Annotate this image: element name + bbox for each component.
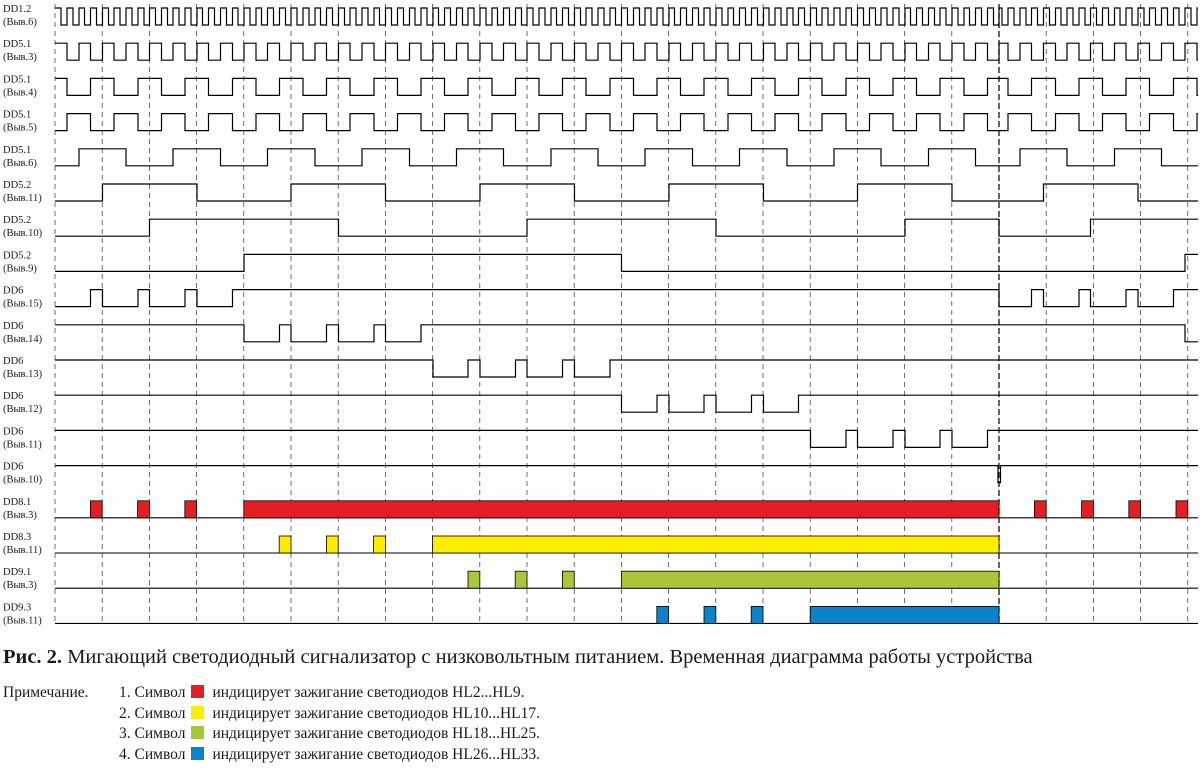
waveform-3 bbox=[55, 113, 1198, 132]
waveform-4 bbox=[55, 148, 1198, 167]
waveform-8 bbox=[55, 289, 1198, 308]
note-text: индицирует зажигание светодиодов HL26...… bbox=[212, 745, 541, 763]
note-symbol-word: Символ bbox=[134, 684, 186, 701]
note-symbol-word: Символ bbox=[134, 704, 186, 722]
signal-label-10-name: DD6 bbox=[3, 356, 23, 367]
led-pulse-14-1 bbox=[137, 500, 150, 519]
signal-label-13-name: DD6 bbox=[3, 462, 23, 473]
led-bar-16 bbox=[621, 570, 1000, 589]
signal-label-12-name: DD6 bbox=[3, 426, 23, 437]
waveform-7 bbox=[55, 253, 1198, 272]
waveform-9 bbox=[55, 324, 1198, 343]
signal-label-17-name: DD9.3 bbox=[3, 602, 31, 613]
signal-label-8-pin: (Выв.15) bbox=[3, 299, 43, 310]
signal-label-5-pin: (Выв.11) bbox=[3, 193, 42, 204]
waveform-0 bbox=[55, 7, 1198, 26]
signal-label-2-pin: (Выв.4) bbox=[3, 87, 37, 98]
led-pulse-16-1 bbox=[514, 570, 528, 589]
signal-label-7-pin: (Выв.9) bbox=[3, 263, 37, 274]
timing-diagram: DD1.2 (Выв.6) DD5.1 (Выв.3) DD5.1 (Выв.4) DD5.… bbox=[3, 4, 1198, 626]
waveform-13 bbox=[55, 465, 1198, 484]
signal-labels: DD1.2 (Выв.6) DD5.1 (Выв.3) DD5.1 (Выв.4) DD5.… bbox=[3, 4, 43, 626]
signal-label-4-name: DD5.1 bbox=[3, 145, 31, 156]
led-pulse-14-0 bbox=[90, 500, 103, 519]
led-pulse-after-2 bbox=[1128, 500, 1142, 519]
signal-label-15-pin: (Выв.11) bbox=[3, 545, 42, 556]
signal-label-12-pin: (Выв.11) bbox=[3, 439, 42, 450]
signal-label-15-name: DD8.3 bbox=[3, 532, 31, 543]
blue-swatch-icon bbox=[191, 746, 205, 760]
led-pulse-14-2 bbox=[184, 500, 198, 519]
signal-label-16-name: DD9.1 bbox=[3, 567, 31, 578]
led-bar-14 bbox=[243, 500, 1000, 519]
signal-label-10-pin: (Выв.13) bbox=[3, 369, 43, 380]
note-item-2: 2. Символ индицирует зажигание светодиодо… bbox=[119, 704, 540, 725]
note-number: 4. bbox=[119, 745, 131, 763]
signal-label-0-pin: (Выв.6) bbox=[3, 17, 37, 28]
note-item-3: 3. Символ индицирует зажигание светодиодо… bbox=[119, 724, 540, 745]
signal-label-11-name: DD6 bbox=[3, 391, 23, 402]
note-symbol-word: Символ bbox=[134, 745, 186, 763]
note-item-4: 4. Символ индицирует зажигание светодиодо… bbox=[119, 745, 540, 766]
figure-caption: Рис. 2. Мигающий светодиодный сигнализат… bbox=[3, 645, 1198, 669]
led-pulse-17-1 bbox=[703, 606, 717, 624]
signal-label-3-pin: (Выв.5) bbox=[3, 123, 37, 134]
signal-label-6-pin: (Выв.10) bbox=[3, 228, 43, 239]
waveform-10 bbox=[55, 359, 1198, 378]
waveform-2 bbox=[55, 77, 1198, 96]
signal-label-16-pin: (Выв.3) bbox=[3, 580, 37, 591]
signal-label-0-name: DD1.2 bbox=[3, 4, 31, 15]
led-pulse-after-0 bbox=[1034, 500, 1047, 519]
caption-prefix: Рис. 2. bbox=[3, 646, 63, 668]
signal-label-11-pin: (Выв.12) bbox=[3, 404, 43, 415]
led-pulse-16-2 bbox=[562, 570, 575, 589]
led-pulse-15-0 bbox=[278, 535, 292, 554]
led-pulse-15-2 bbox=[373, 535, 386, 554]
led-pulse-15-1 bbox=[325, 535, 339, 554]
led-bar-17 bbox=[809, 606, 1000, 624]
green-swatch-icon bbox=[191, 726, 205, 739]
caption-text: Мигающий светодиодный сигнализатор с низ… bbox=[62, 646, 1033, 668]
signal-label-13-pin: (Выв.10) bbox=[3, 475, 43, 486]
signal-label-14-pin: (Выв.3) bbox=[3, 510, 37, 521]
note-heading: Примечание. bbox=[3, 684, 89, 701]
led-pulse-after-3 bbox=[1175, 500, 1189, 519]
signal-label-9-pin: (Выв.14) bbox=[3, 334, 43, 345]
led-pulse-17-0 bbox=[656, 606, 669, 624]
signal-label-14-name: DD8.1 bbox=[3, 497, 31, 508]
yellow-swatch-icon bbox=[191, 705, 205, 719]
note-number: 3. bbox=[119, 725, 131, 742]
signal-label-9-name: DD6 bbox=[3, 321, 23, 332]
signal-label-6-name: DD5.2 bbox=[3, 215, 31, 226]
signal-label-4-pin: (Выв.6) bbox=[3, 158, 37, 169]
note-text: индицирует зажигание светодиодов HL18...… bbox=[212, 725, 541, 742]
signal-label-17-pin: (Выв.11) bbox=[3, 615, 42, 626]
waveform-1 bbox=[55, 42, 1198, 61]
signal-label-1-pin: (Выв.3) bbox=[3, 52, 37, 63]
note-text: индицирует зажигание светодиодов HL2...H… bbox=[212, 684, 525, 701]
led-bar-15 bbox=[432, 535, 1000, 554]
signal-label-5-name: DD5.2 bbox=[3, 180, 31, 191]
waveform-11 bbox=[55, 394, 1198, 413]
note-symbol-word: Символ bbox=[134, 725, 186, 742]
signal-label-3-name: DD5.1 bbox=[3, 110, 31, 121]
led-pulse-17-2 bbox=[750, 606, 764, 624]
signal-label-1-name: DD5.1 bbox=[3, 39, 31, 50]
waveform-12 bbox=[55, 429, 1198, 448]
waveforms bbox=[55, 7, 1198, 624]
red-swatch-icon bbox=[191, 685, 205, 698]
note-text: индицирует зажигание светодиодов HL10...… bbox=[212, 704, 541, 722]
note-number: 2. bbox=[119, 704, 131, 722]
note-item-1: 1. Символ индицирует зажигание светодиодо… bbox=[119, 683, 525, 704]
signal-label-8-name: DD6 bbox=[3, 286, 23, 297]
led-pulse-after-1 bbox=[1081, 500, 1094, 519]
signal-label-2-name: DD5.1 bbox=[3, 74, 31, 85]
note-number: 1. bbox=[119, 684, 131, 701]
waveform-6 bbox=[55, 218, 1198, 237]
led-pulse-16-0 bbox=[467, 570, 481, 589]
signal-label-7-name: DD5.2 bbox=[3, 250, 31, 261]
waveform-5 bbox=[55, 183, 1198, 202]
dashed-gridlines bbox=[54, 4, 1189, 625]
